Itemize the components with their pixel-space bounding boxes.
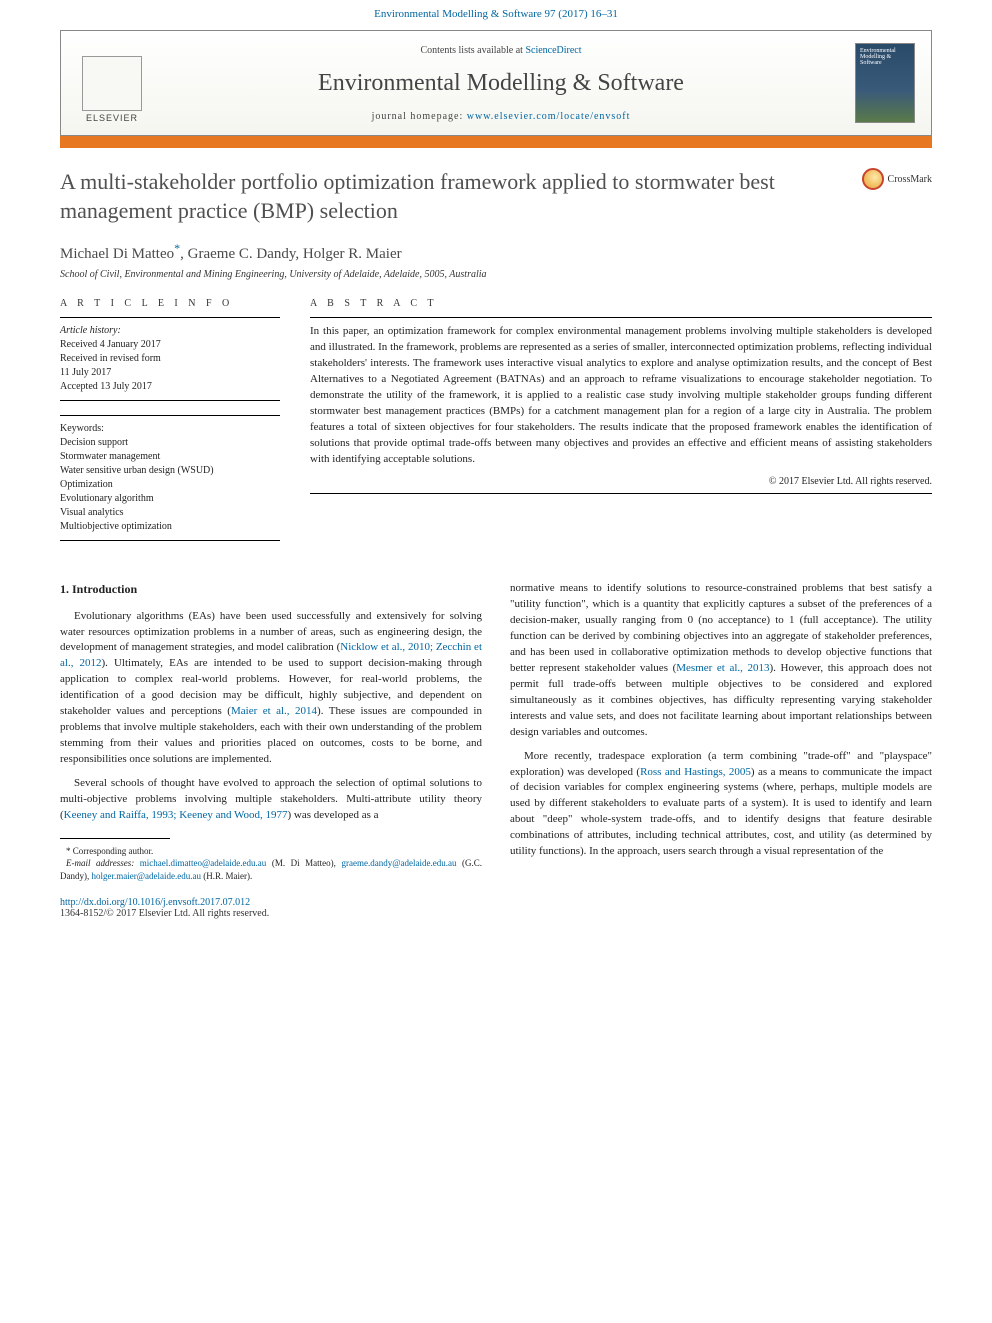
article-main: A multi-stakeholder portfolio optimizati…	[0, 168, 992, 883]
sciencedirect-link[interactable]: ScienceDirect	[525, 45, 581, 56]
homepage-line: journal homepage: www.elsevier.com/locat…	[163, 111, 839, 122]
footnote-separator	[60, 838, 170, 839]
p2b: ) was developed as a	[288, 809, 379, 821]
article-history: Article history: Received 4 January 2017…	[60, 317, 280, 401]
publisher-logo[interactable]: ELSEVIER	[77, 43, 147, 123]
elsevier-tree-icon	[82, 56, 142, 111]
body-p2-cont: normative means to identify solutions to…	[510, 581, 932, 740]
history-accepted: Accepted 13 July 2017	[60, 380, 280, 394]
thumb-title: Environmental Modelling & Software	[860, 48, 910, 66]
crossmark-badge[interactable]: CrossMark	[862, 168, 932, 190]
article-title: A multi-stakeholder portfolio optimizati…	[60, 168, 842, 225]
header-center: Contents lists available at ScienceDirec…	[163, 45, 839, 122]
article-info-head: A R T I C L E I N F O	[60, 298, 280, 309]
contents-prefix: Contents lists available at	[420, 45, 525, 56]
email-3[interactable]: holger.maier@adelaide.edu.au	[92, 871, 202, 881]
body-columns: 1. Introduction Evolutionary algorithms …	[60, 581, 932, 882]
publisher-name: ELSEVIER	[86, 113, 138, 123]
accent-bar	[60, 136, 932, 148]
abstract: A B S T R A C T In this paper, an optimi…	[310, 298, 932, 541]
author-name: Graeme C. Dandy	[188, 246, 296, 262]
page-footer: http://dx.doi.org/10.1016/j.envsoft.2017…	[0, 883, 992, 939]
abstract-rule	[310, 493, 932, 494]
section-1-heading: 1. Introduction	[60, 581, 482, 598]
abstract-head: A B S T R A C T	[310, 298, 932, 309]
title-row: A multi-stakeholder portfolio optimizati…	[60, 168, 932, 225]
footnote-block: * Corresponding author. E-mail addresses…	[60, 838, 482, 883]
citation-bar: Environmental Modelling & Software 97 (2…	[0, 0, 992, 24]
p3b: ) as a means to communicate the impact o…	[510, 766, 932, 858]
email-1-who: (M. Di Matteo),	[266, 858, 341, 868]
history-revised-2: 11 July 2017	[60, 366, 280, 380]
authors-line: Michael Di Matteo*, Graeme C. Dandy, Hol…	[60, 241, 932, 263]
keywords-block: Keywords: Decision supportStormwater man…	[60, 415, 280, 541]
email-label: E-mail addresses:	[66, 858, 134, 868]
keyword-item: Decision support	[60, 436, 280, 450]
crossmark-icon	[862, 168, 884, 190]
homepage-link[interactable]: www.elsevier.com/locate/envsoft	[467, 111, 631, 122]
crossmark-label: CrossMark	[888, 174, 932, 185]
article-info: A R T I C L E I N F O Article history: R…	[60, 298, 280, 541]
footnote-corresponding: * Corresponding author.	[60, 845, 482, 858]
journal-cover-thumb[interactable]: Environmental Modelling & Software	[855, 43, 915, 123]
abstract-text: In this paper, an optimization framework…	[310, 317, 932, 467]
keyword-item: Optimization	[60, 478, 280, 492]
email-3-who: (H.R. Maier).	[201, 871, 252, 881]
abstract-copyright: © 2017 Elsevier Ltd. All rights reserved…	[310, 476, 932, 487]
history-received: Received 4 January 2017	[60, 338, 280, 352]
ref-maier-2014[interactable]: Maier et al., 2014	[231, 705, 317, 717]
p2c: normative means to identify solutions to…	[510, 582, 932, 674]
keyword-item: Stormwater management	[60, 450, 280, 464]
issn-copyright: 1364-8152/© 2017 Elsevier Ltd. All right…	[60, 908, 932, 919]
keyword-item: Water sensitive urban design (WSUD)	[60, 464, 280, 478]
contents-line: Contents lists available at ScienceDirec…	[163, 45, 839, 56]
ref-mesmer-2013[interactable]: Mesmer et al., 2013	[676, 662, 769, 674]
author-name: Michael Di Matteo	[60, 246, 174, 262]
footnote-emails: E-mail addresses: michael.dimatteo@adela…	[60, 857, 482, 882]
keyword-item: Visual analytics	[60, 506, 280, 520]
keyword-item: Multiobjective optimization	[60, 520, 280, 534]
ref-ross-hastings[interactable]: Ross and Hastings, 2005	[640, 766, 751, 778]
journal-name: Environmental Modelling & Software	[163, 70, 839, 97]
citation-text[interactable]: Environmental Modelling & Software 97 (2…	[374, 8, 618, 20]
keyword-item: Evolutionary algorithm	[60, 492, 280, 506]
corresponding-marker: *	[174, 241, 180, 255]
history-revised-1: Received in revised form	[60, 352, 280, 366]
body-p2: Several schools of thought have evolved …	[60, 776, 482, 824]
body-p3: More recently, tradespace exploration (a…	[510, 749, 932, 861]
history-label: Article history:	[60, 324, 280, 338]
homepage-prefix: journal homepage:	[372, 111, 467, 122]
affiliation: School of Civil, Environmental and Minin…	[60, 269, 932, 280]
keywords-label: Keywords:	[60, 422, 280, 436]
email-1[interactable]: michael.dimatteo@adelaide.edu.au	[140, 858, 266, 868]
info-abstract-row: A R T I C L E I N F O Article history: R…	[60, 298, 932, 541]
doi-link[interactable]: http://dx.doi.org/10.1016/j.envsoft.2017…	[60, 897, 250, 908]
journal-header: ELSEVIER Contents lists available at Sci…	[60, 30, 932, 136]
email-2[interactable]: graeme.dandy@adelaide.edu.au	[341, 858, 456, 868]
author-name: Holger R. Maier	[303, 246, 402, 262]
body-p1: Evolutionary algorithms (EAs) have been …	[60, 609, 482, 768]
ref-keeney[interactable]: Keeney and Raiffa, 1993; Keeney and Wood…	[64, 809, 288, 821]
